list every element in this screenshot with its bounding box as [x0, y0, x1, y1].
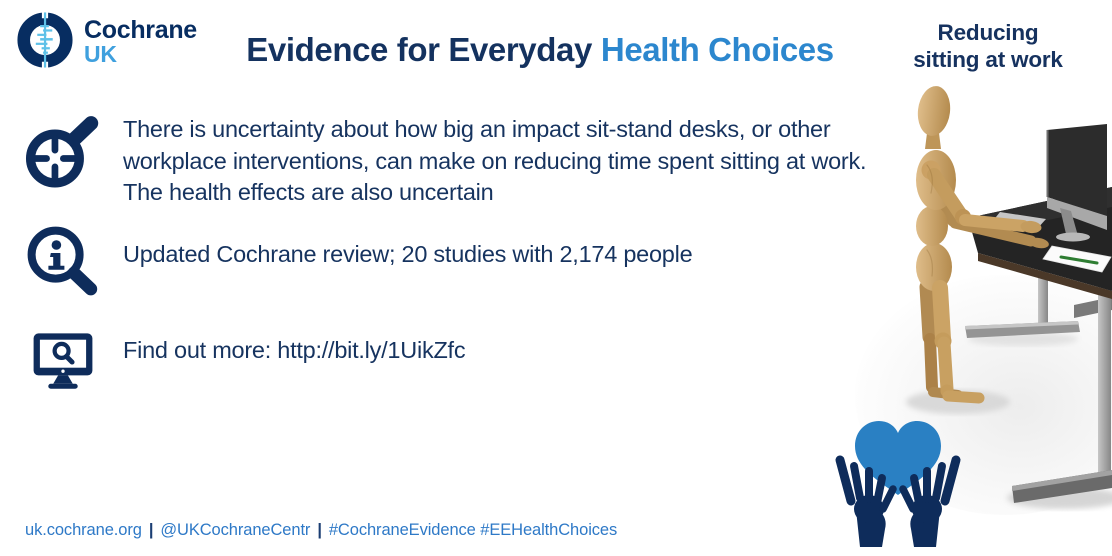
mannequin-standing-desk-photo: [855, 86, 1112, 515]
footer-separator-2: |: [317, 521, 322, 539]
more-info-url: http://bit.ly/1UikZfc: [277, 337, 466, 363]
monitor-search-icon: [33, 333, 93, 389]
clock-magnifier-icon: [25, 116, 99, 188]
heart-in-hands-icon: [835, 421, 969, 547]
topic-line-2: sitting at work: [913, 47, 1063, 72]
footer-hashtags: #CochraneEvidence #EEHealthChoices: [328, 521, 618, 539]
footer-twitter-handle: @UKCochraneCentr: [160, 521, 311, 539]
more-info-label: Find out more:: [123, 337, 278, 363]
review-text: Updated Cochrane review; 20 studies with…: [123, 241, 693, 267]
brand-org-name: Cochrane: [84, 15, 197, 44]
brand-block: Cochrane UK: [16, 11, 197, 69]
footer-bar: uk.cochrane.org | @UKCochraneCentr | #Cochra…: [25, 521, 617, 540]
brand-region-name: UK: [84, 41, 117, 68]
info-magnifier-icon: [27, 226, 98, 296]
page-title-primary: Evidence for Everyday: [246, 31, 592, 68]
finding-text: There is uncertainty about how big an im…: [123, 116, 867, 205]
cochrane-logo-icon: [17, 11, 73, 69]
wooden-mannequin: [916, 86, 1049, 404]
footer-website: uk.cochrane.org: [25, 521, 142, 539]
footer-separator-1: |: [148, 521, 154, 539]
topic-heading: Reducing sitting at work: [878, 19, 1098, 73]
page-title: Evidence for Everyday Health Choices: [165, 31, 915, 69]
page-title-accent: Health Choices: [600, 31, 834, 68]
brand-text: Cochrane UK: [84, 14, 197, 67]
more-info-text: Find out more: http://bit.ly/1UikZfc: [123, 337, 871, 364]
topic-line-1: Reducing: [937, 20, 1039, 45]
